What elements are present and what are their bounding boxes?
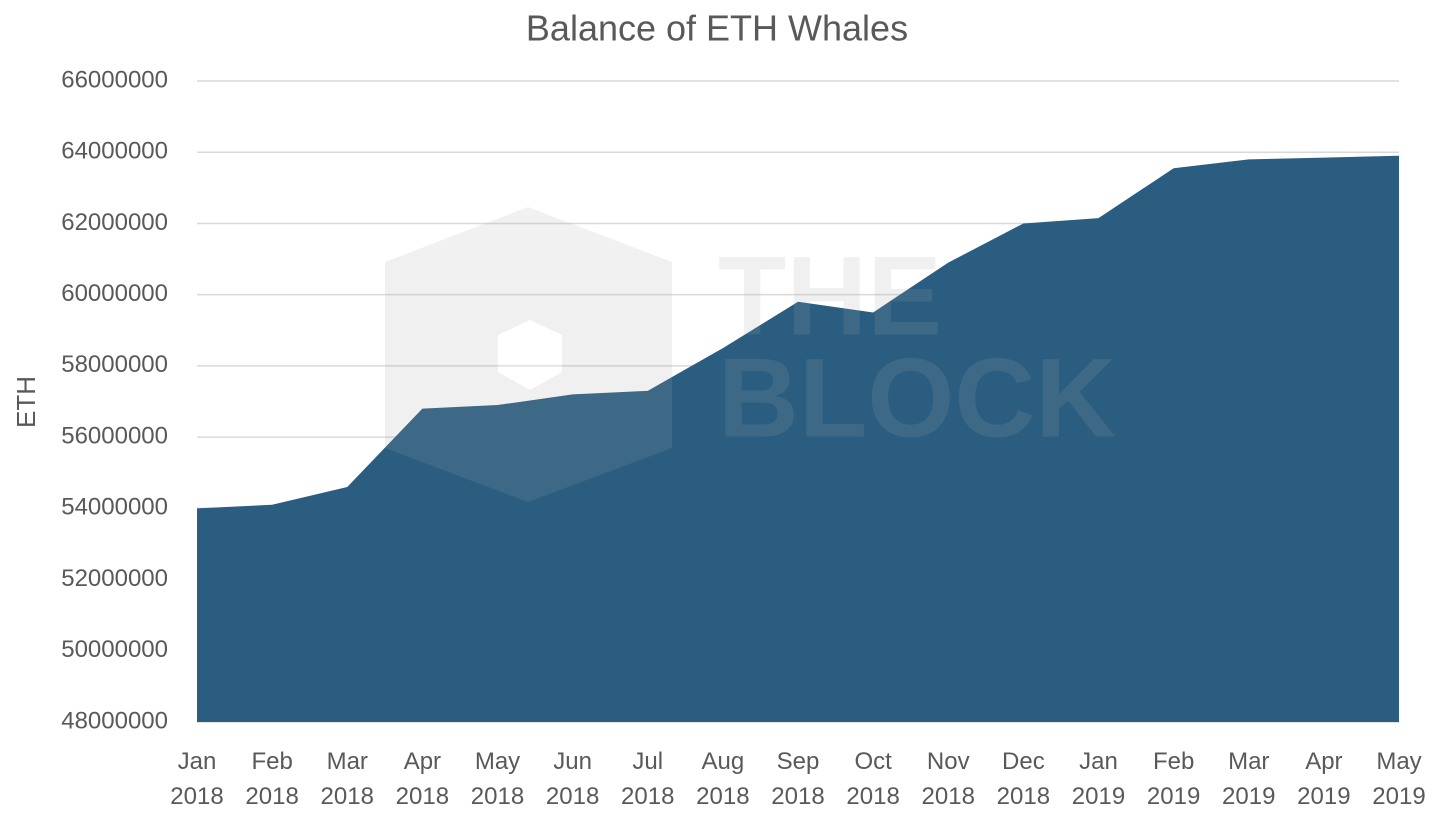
x-tick-label: May 2018: [470, 748, 525, 810]
y-tick-label: 60000000: [61, 280, 168, 307]
y-tick-label: 66000000: [61, 66, 168, 93]
x-tick-label: Jan 2018: [170, 748, 224, 810]
y-tick-label: 56000000: [61, 422, 168, 449]
chart-title: Balance of ETH Whales: [526, 8, 908, 49]
watermark-logo-inner: [498, 320, 562, 390]
y-tick-label: 54000000: [61, 494, 168, 521]
y-tick-label: 52000000: [61, 565, 168, 592]
y-tick-label: 64000000: [61, 138, 168, 165]
x-tick-label: Oct 2018: [846, 748, 900, 810]
x-tick-label: Jul 2018: [621, 748, 675, 810]
x-tick-label: Jun 2018: [545, 748, 600, 810]
x-tick-label: Sep 2018: [771, 748, 825, 810]
x-tick-label: Mar 2019: [1222, 748, 1276, 810]
area: [197, 155, 1399, 723]
watermark-text: BLOCK: [718, 336, 1116, 461]
y-axis-label: ETH: [11, 376, 41, 428]
y-tick-label: 62000000: [61, 209, 168, 236]
y-tick-label: 48000000: [61, 707, 168, 734]
x-tick-label: May 2019: [1372, 748, 1426, 810]
x-tick-label: Mar 2018: [320, 748, 374, 810]
x-tick-label: Feb 2019: [1146, 748, 1201, 810]
watermark-text: THE: [718, 234, 942, 359]
x-tick-label: Aug 2018: [696, 748, 750, 810]
x-tick-label: Dec 2018: [996, 748, 1051, 810]
x-tick-label: Feb 2018: [245, 748, 299, 810]
y-tick-label: 58000000: [61, 351, 168, 378]
x-tick-label: Nov 2018: [921, 748, 975, 810]
y-tick-label: 50000000: [61, 636, 168, 663]
x-tick-label: Apr 2019: [1297, 748, 1351, 810]
x-tick-label: Apr 2018: [395, 748, 450, 810]
x-tick-label: Jan 2019: [1071, 748, 1126, 810]
watermark-logo: [385, 207, 672, 502]
